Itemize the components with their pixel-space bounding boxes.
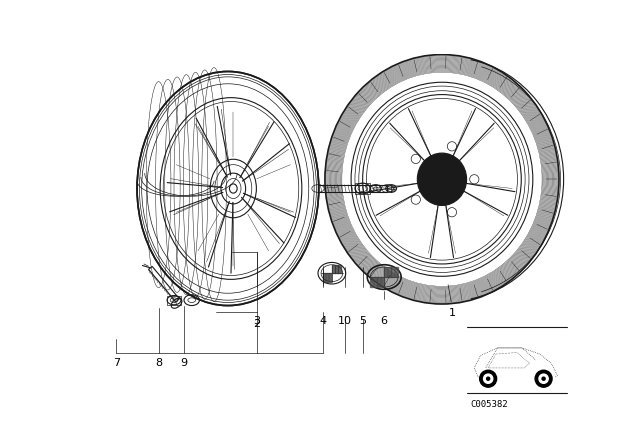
Text: 5: 5	[359, 315, 366, 326]
Text: 6: 6	[381, 315, 388, 326]
Circle shape	[484, 374, 493, 383]
Text: 7: 7	[113, 358, 120, 368]
Text: 2: 2	[253, 319, 260, 329]
Bar	[318, 185, 387, 192]
Circle shape	[542, 377, 545, 380]
Bar	[355, 183, 371, 194]
Text: 3: 3	[253, 315, 260, 326]
Text: 9: 9	[180, 358, 188, 368]
Circle shape	[539, 374, 548, 383]
Circle shape	[535, 370, 552, 387]
Text: 4: 4	[319, 315, 326, 326]
Ellipse shape	[417, 153, 467, 206]
Text: 1: 1	[449, 308, 456, 318]
Text: 10: 10	[338, 315, 352, 326]
Text: 8: 8	[155, 358, 162, 368]
Text: C005382: C005382	[470, 400, 508, 409]
Circle shape	[480, 370, 497, 387]
Bar	[148, 267, 179, 302]
Bar	[167, 296, 181, 305]
Circle shape	[486, 377, 490, 380]
